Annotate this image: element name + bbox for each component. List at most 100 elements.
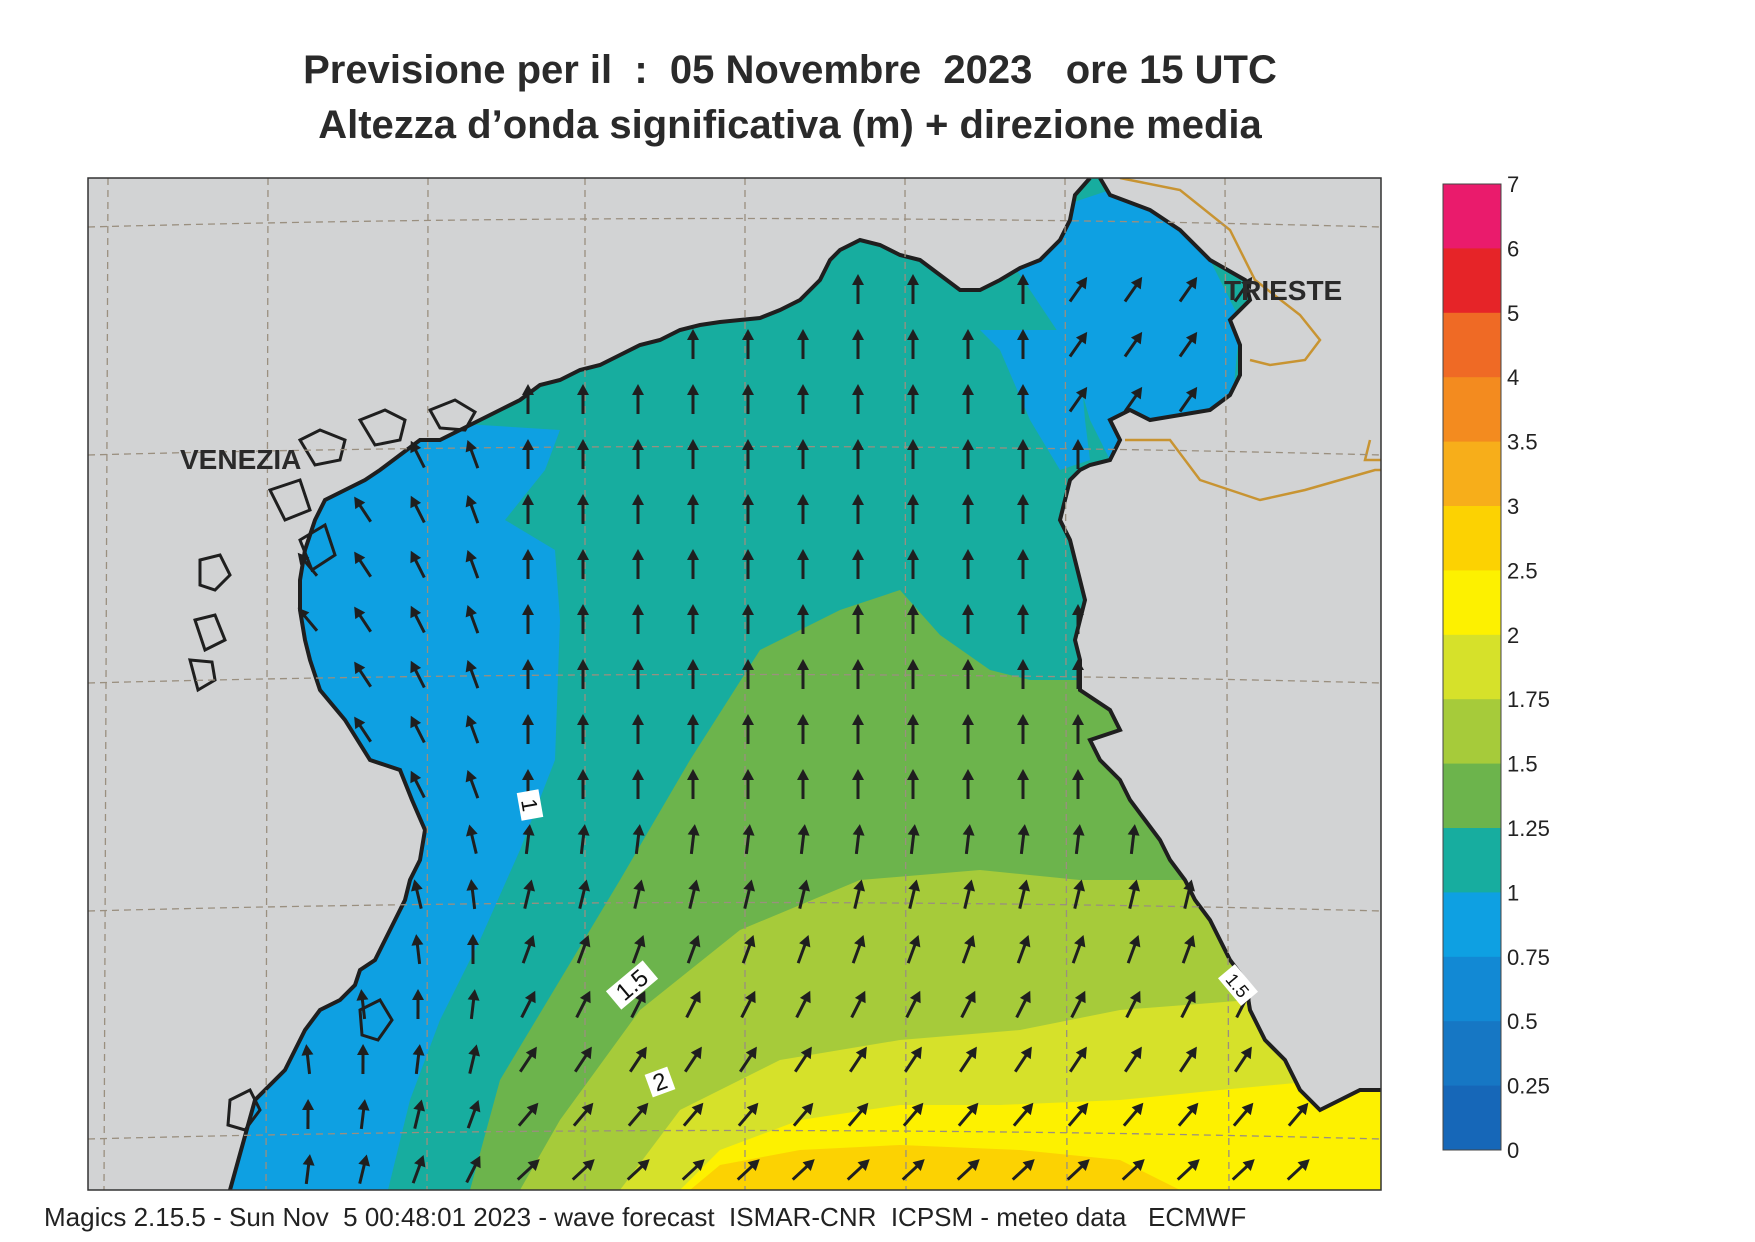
direction-arrow	[852, 329, 864, 359]
direction-arrow	[410, 715, 426, 744]
direction-arrow	[962, 384, 974, 414]
direction-arrow	[629, 1046, 647, 1073]
direction-arrow	[632, 439, 644, 469]
direction-arrow	[1072, 439, 1084, 469]
direction-arrow	[687, 549, 699, 579]
direction-arrow	[742, 439, 754, 469]
direction-arrow	[1125, 990, 1141, 1019]
direction-arrow	[354, 606, 372, 633]
direction-arrow	[1071, 934, 1086, 964]
direction-arrow	[410, 495, 426, 524]
direction-arrow	[522, 549, 534, 579]
direction-arrow	[1068, 386, 1088, 413]
direction-arrow	[687, 329, 699, 359]
direction-arrow	[1073, 879, 1085, 909]
direction-arrow	[410, 440, 426, 469]
direction-arrow	[466, 879, 479, 910]
direction-arrow	[688, 879, 700, 909]
direction-arrow	[1017, 494, 1029, 524]
direction-arrow	[465, 659, 480, 689]
direction-arrow	[907, 494, 919, 524]
direction-arrow	[576, 934, 591, 964]
direction-arrow	[962, 549, 974, 579]
direction-arrow	[797, 439, 809, 469]
direction-arrow	[465, 824, 478, 854]
direction-arrow	[301, 1044, 314, 1075]
direction-arrow	[354, 716, 372, 743]
direction-arrow	[1181, 934, 1196, 964]
direction-arrow	[742, 824, 755, 855]
direction-arrow	[797, 824, 810, 855]
direction-arrow	[962, 714, 974, 744]
direction-arrow	[957, 1102, 979, 1127]
direction-arrow	[743, 879, 755, 909]
direction-arrow	[627, 1102, 649, 1127]
direction-arrow	[1017, 769, 1029, 799]
direction-arrow	[577, 659, 589, 689]
direction-arrow	[1128, 879, 1140, 909]
direction-arrow	[354, 496, 372, 523]
legend-swatch	[1443, 506, 1501, 571]
direction-arrow	[411, 1154, 426, 1184]
direction-arrow	[577, 384, 589, 414]
direction-arrow	[852, 824, 865, 855]
city-label-venezia: VENEZIA	[180, 444, 301, 475]
direction-arrow	[1178, 276, 1198, 303]
direction-arrow	[1070, 990, 1086, 1019]
direction-arrow	[578, 879, 590, 909]
direction-arrow	[687, 604, 699, 634]
legend-labels: 7 6 5 4 3.5 3 2.5 2 1.75 1.5 1.25 1 0.75 0.5 0.25 0	[1507, 172, 1550, 1163]
direction-arrow	[687, 384, 699, 414]
direction-arrow	[742, 494, 754, 524]
direction-arrow	[410, 660, 426, 689]
direction-arrow	[632, 604, 644, 634]
direction-arrow	[357, 1044, 370, 1075]
direction-arrow	[741, 934, 756, 964]
direction-arrow	[737, 1102, 759, 1127]
direction-arrow	[523, 879, 535, 909]
legend-swatch	[1443, 1021, 1501, 1087]
direction-arrow	[794, 1046, 812, 1073]
direction-arrow	[1126, 934, 1141, 964]
direction-arrow	[852, 604, 864, 634]
direction-arrow	[468, 1044, 480, 1074]
direction-arrow	[1177, 1102, 1199, 1127]
legend-swatch	[1443, 248, 1501, 314]
legend-swatch	[1443, 1085, 1501, 1151]
direction-arrow	[961, 934, 976, 964]
direction-arrow	[522, 439, 534, 469]
direction-arrow	[354, 661, 372, 688]
direction-arrow	[852, 494, 864, 524]
direction-arrow	[357, 1099, 370, 1130]
direction-arrow	[907, 714, 919, 744]
direction-arrow	[1015, 990, 1031, 1019]
direction-arrow	[962, 824, 975, 855]
wave-band-0.75-1-east	[980, 330, 1090, 470]
wave-band-2.5-3	[690, 1145, 1180, 1190]
direction-arrow	[846, 1159, 870, 1181]
wave-band-0.75-1-trieste	[990, 190, 1240, 460]
legend-border	[1442, 183, 1502, 1151]
legend-label: 1	[1507, 880, 1519, 905]
direction-arrow	[796, 934, 811, 964]
legend-label: 4	[1507, 365, 1519, 390]
direction-arrow	[1072, 659, 1084, 689]
direction-arrow	[631, 934, 646, 964]
direction-arrow	[630, 990, 646, 1019]
direction-arrow	[354, 551, 372, 578]
direction-arrow	[465, 439, 480, 469]
direction-arrow	[466, 1099, 481, 1129]
direction-arrow	[798, 879, 810, 909]
direction-arrow	[1124, 1046, 1142, 1073]
legend-label: 6	[1507, 236, 1519, 261]
direction-arrow	[1017, 274, 1029, 304]
direction-arrow	[852, 714, 864, 744]
legend-swatch	[1443, 184, 1501, 249]
direction-arrow	[632, 494, 644, 524]
direction-arrow	[575, 990, 591, 1019]
direction-arrow	[1066, 1159, 1090, 1181]
legend-swatch	[1443, 570, 1501, 636]
direction-arrow	[1231, 1159, 1255, 1181]
direction-arrow	[849, 1046, 867, 1073]
direction-arrow	[1072, 714, 1084, 744]
